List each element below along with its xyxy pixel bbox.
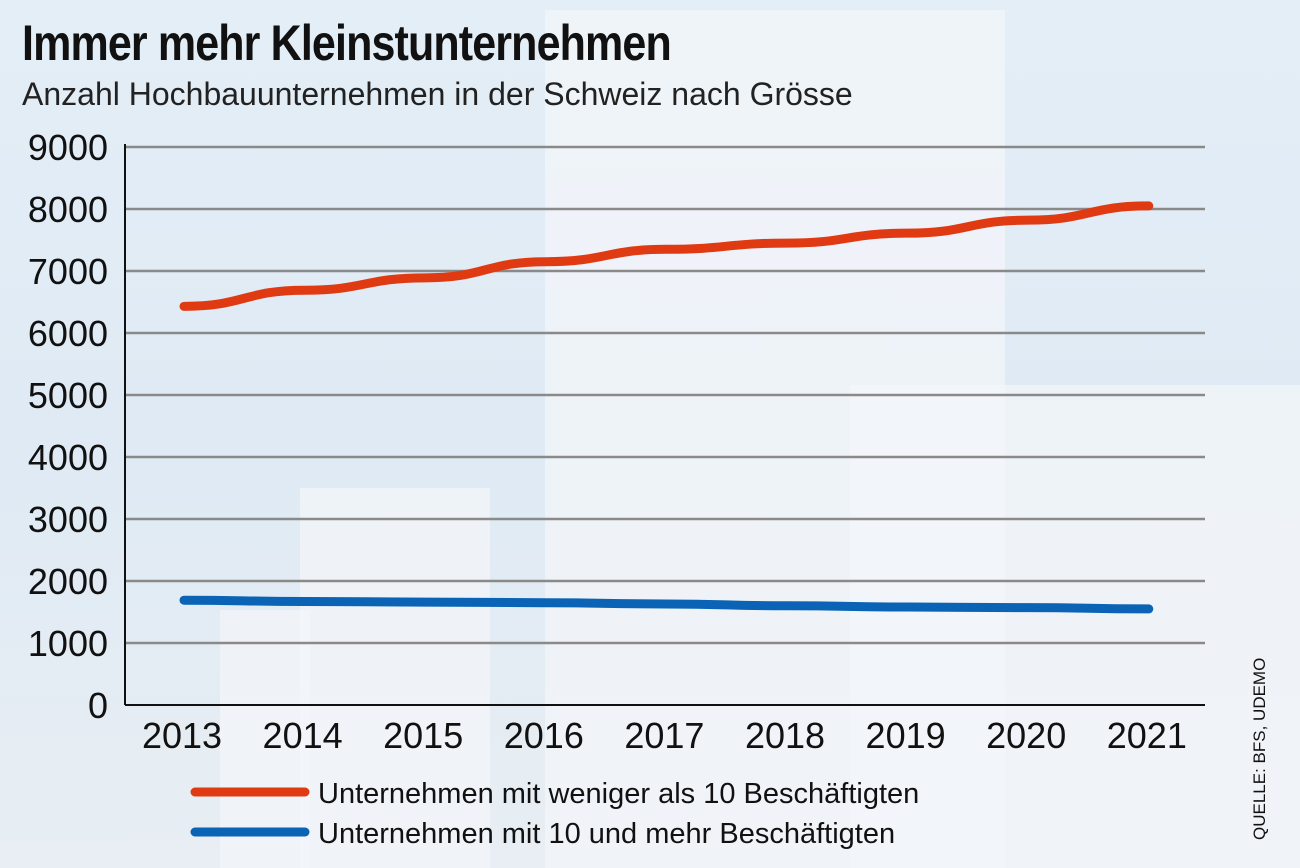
- y-tick-label: 6000: [28, 313, 108, 354]
- series-line-0: [179, 201, 1154, 311]
- x-tick-label: 2020: [986, 715, 1066, 756]
- series-line-1: [179, 595, 1154, 614]
- y-tick-label: 7000: [28, 251, 108, 292]
- background-building: [850, 385, 1300, 868]
- y-tick-label: 4000: [28, 437, 108, 478]
- y-tick-label: 9000: [28, 127, 108, 168]
- source-note: QUELLE: BFS, UDEMO: [1250, 657, 1269, 840]
- y-tick-label: 8000: [28, 189, 108, 230]
- x-tick-label: 2016: [504, 715, 584, 756]
- y-tick-label: 3000: [28, 499, 108, 540]
- y-tick-label: 1000: [28, 623, 108, 664]
- y-tick-label: 0: [88, 685, 108, 726]
- legend-label-0: Unternehmen mit weniger als 10 Beschäfti…: [318, 778, 919, 810]
- chart-subtitle: Anzahl Hochbauunternehmen in der Schweiz…: [22, 76, 853, 112]
- x-tick-label: 2019: [866, 715, 946, 756]
- background-building: [300, 488, 490, 868]
- x-tick-label: 2018: [745, 715, 825, 756]
- y-tick-label: 5000: [28, 375, 108, 416]
- x-tick-label: 2015: [383, 715, 463, 756]
- legend-label-1: Unternehmen mit 10 und mehr Beschäftigte…: [318, 818, 895, 850]
- x-tick-label: 2017: [624, 715, 704, 756]
- y-tick-label: 2000: [28, 561, 108, 602]
- x-tick-label: 2013: [142, 715, 222, 756]
- x-tick-label: 2021: [1107, 715, 1187, 756]
- x-tick-label: 2014: [263, 715, 343, 756]
- chart-title: Immer mehr Kleinstunternehmen: [22, 15, 672, 71]
- background-building: [220, 610, 310, 868]
